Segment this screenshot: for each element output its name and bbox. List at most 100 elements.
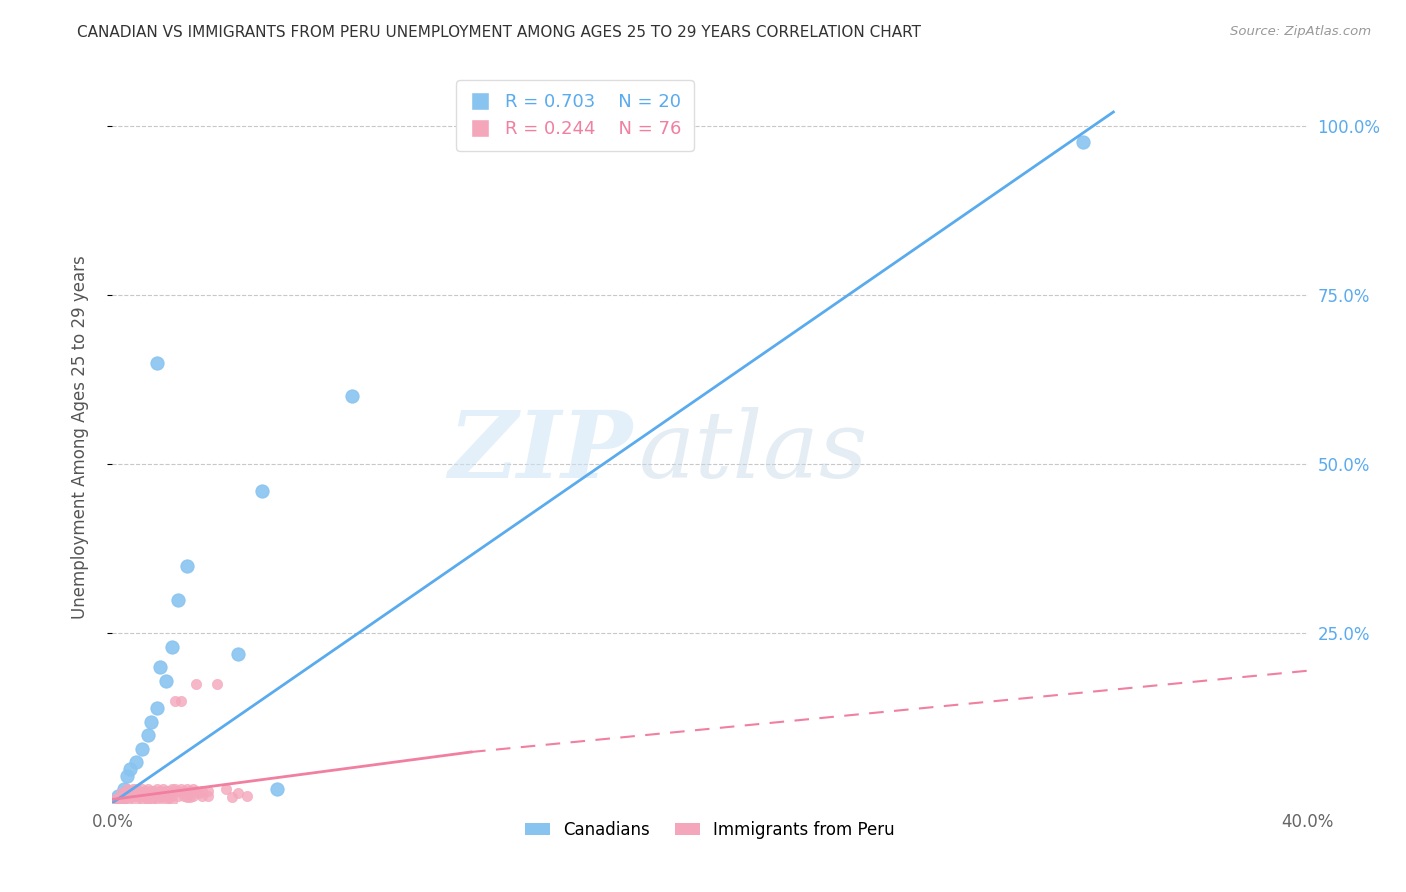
- Point: [125, 782, 148, 797]
- Point: [149, 783, 172, 797]
- Point: [173, 783, 195, 797]
- Point: [221, 790, 243, 805]
- Text: CANADIAN VS IMMIGRANTS FROM PERU UNEMPLOYMENT AMONG AGES 25 TO 29 YEARS CORRELAT: CANADIAN VS IMMIGRANTS FROM PERU UNEMPLO…: [77, 25, 921, 40]
- Text: ZIP: ZIP: [449, 407, 633, 497]
- Point: [122, 782, 145, 797]
- Point: [131, 792, 153, 806]
- Text: Source: ZipAtlas.com: Source: ZipAtlas.com: [1230, 25, 1371, 38]
- Point: [131, 741, 153, 756]
- Point: [152, 782, 174, 797]
- Point: [173, 789, 195, 803]
- Point: [120, 783, 142, 797]
- Point: [167, 783, 190, 797]
- Point: [125, 794, 148, 808]
- Point: [131, 782, 153, 797]
- Point: [117, 789, 139, 803]
- Point: [170, 694, 193, 708]
- Point: [250, 484, 273, 499]
- Point: [146, 701, 169, 715]
- Point: [110, 796, 132, 810]
- Point: [155, 790, 177, 805]
- Point: [176, 790, 198, 805]
- Point: [122, 789, 145, 803]
- Point: [179, 783, 201, 797]
- Point: [152, 789, 174, 803]
- Point: [176, 782, 198, 797]
- Point: [143, 783, 166, 797]
- Point: [188, 786, 211, 800]
- Point: [165, 694, 187, 708]
- Point: [340, 389, 363, 403]
- Point: [146, 782, 169, 797]
- Point: [128, 783, 150, 797]
- Point: [117, 769, 139, 783]
- Point: [162, 789, 183, 803]
- Point: [215, 782, 238, 797]
- Point: [157, 790, 180, 805]
- Point: [141, 790, 163, 805]
- Point: [167, 592, 190, 607]
- Point: [107, 792, 129, 806]
- Point: [155, 783, 177, 797]
- Point: [143, 790, 166, 805]
- Point: [1073, 136, 1095, 150]
- Point: [141, 714, 163, 729]
- Point: [138, 788, 160, 802]
- Point: [101, 796, 124, 810]
- Point: [104, 792, 127, 806]
- Legend: Canadians, Immigrants from Peru: Canadians, Immigrants from Peru: [519, 814, 901, 846]
- Point: [191, 783, 214, 797]
- Point: [120, 762, 142, 776]
- Point: [114, 792, 135, 806]
- Point: [155, 673, 177, 688]
- Point: [117, 794, 139, 808]
- Point: [107, 796, 129, 810]
- Point: [146, 792, 169, 806]
- Point: [138, 728, 160, 742]
- Point: [141, 783, 163, 797]
- Point: [181, 789, 204, 803]
- Point: [134, 783, 156, 797]
- Point: [186, 677, 208, 691]
- Point: [186, 783, 208, 797]
- Point: [197, 783, 219, 797]
- Point: [149, 790, 172, 805]
- Point: [162, 640, 183, 654]
- Point: [131, 788, 153, 802]
- Point: [134, 790, 156, 805]
- Point: [107, 789, 129, 803]
- Point: [179, 790, 201, 805]
- Point: [157, 783, 180, 797]
- Point: [114, 786, 135, 800]
- Point: [191, 789, 214, 803]
- Point: [146, 788, 169, 802]
- Text: atlas: atlas: [638, 407, 868, 497]
- Point: [117, 782, 139, 797]
- Point: [266, 782, 288, 797]
- Point: [114, 782, 135, 797]
- Point: [176, 558, 198, 573]
- Point: [226, 647, 249, 661]
- Point: [226, 786, 249, 800]
- Point: [162, 782, 183, 797]
- Point: [138, 782, 160, 797]
- Point: [167, 789, 190, 803]
- Point: [104, 796, 127, 810]
- Point: [181, 782, 204, 797]
- Point: [128, 789, 150, 803]
- Point: [162, 794, 183, 808]
- Point: [236, 789, 259, 803]
- Point: [125, 789, 148, 803]
- Point: [170, 782, 193, 797]
- Point: [155, 794, 177, 808]
- Point: [197, 789, 219, 803]
- Point: [165, 782, 187, 797]
- Point: [120, 790, 142, 805]
- Point: [110, 786, 132, 800]
- Point: [149, 660, 172, 674]
- Point: [205, 677, 228, 691]
- Point: [125, 755, 148, 769]
- Point: [110, 790, 132, 805]
- Point: [146, 355, 169, 369]
- Point: [141, 794, 163, 808]
